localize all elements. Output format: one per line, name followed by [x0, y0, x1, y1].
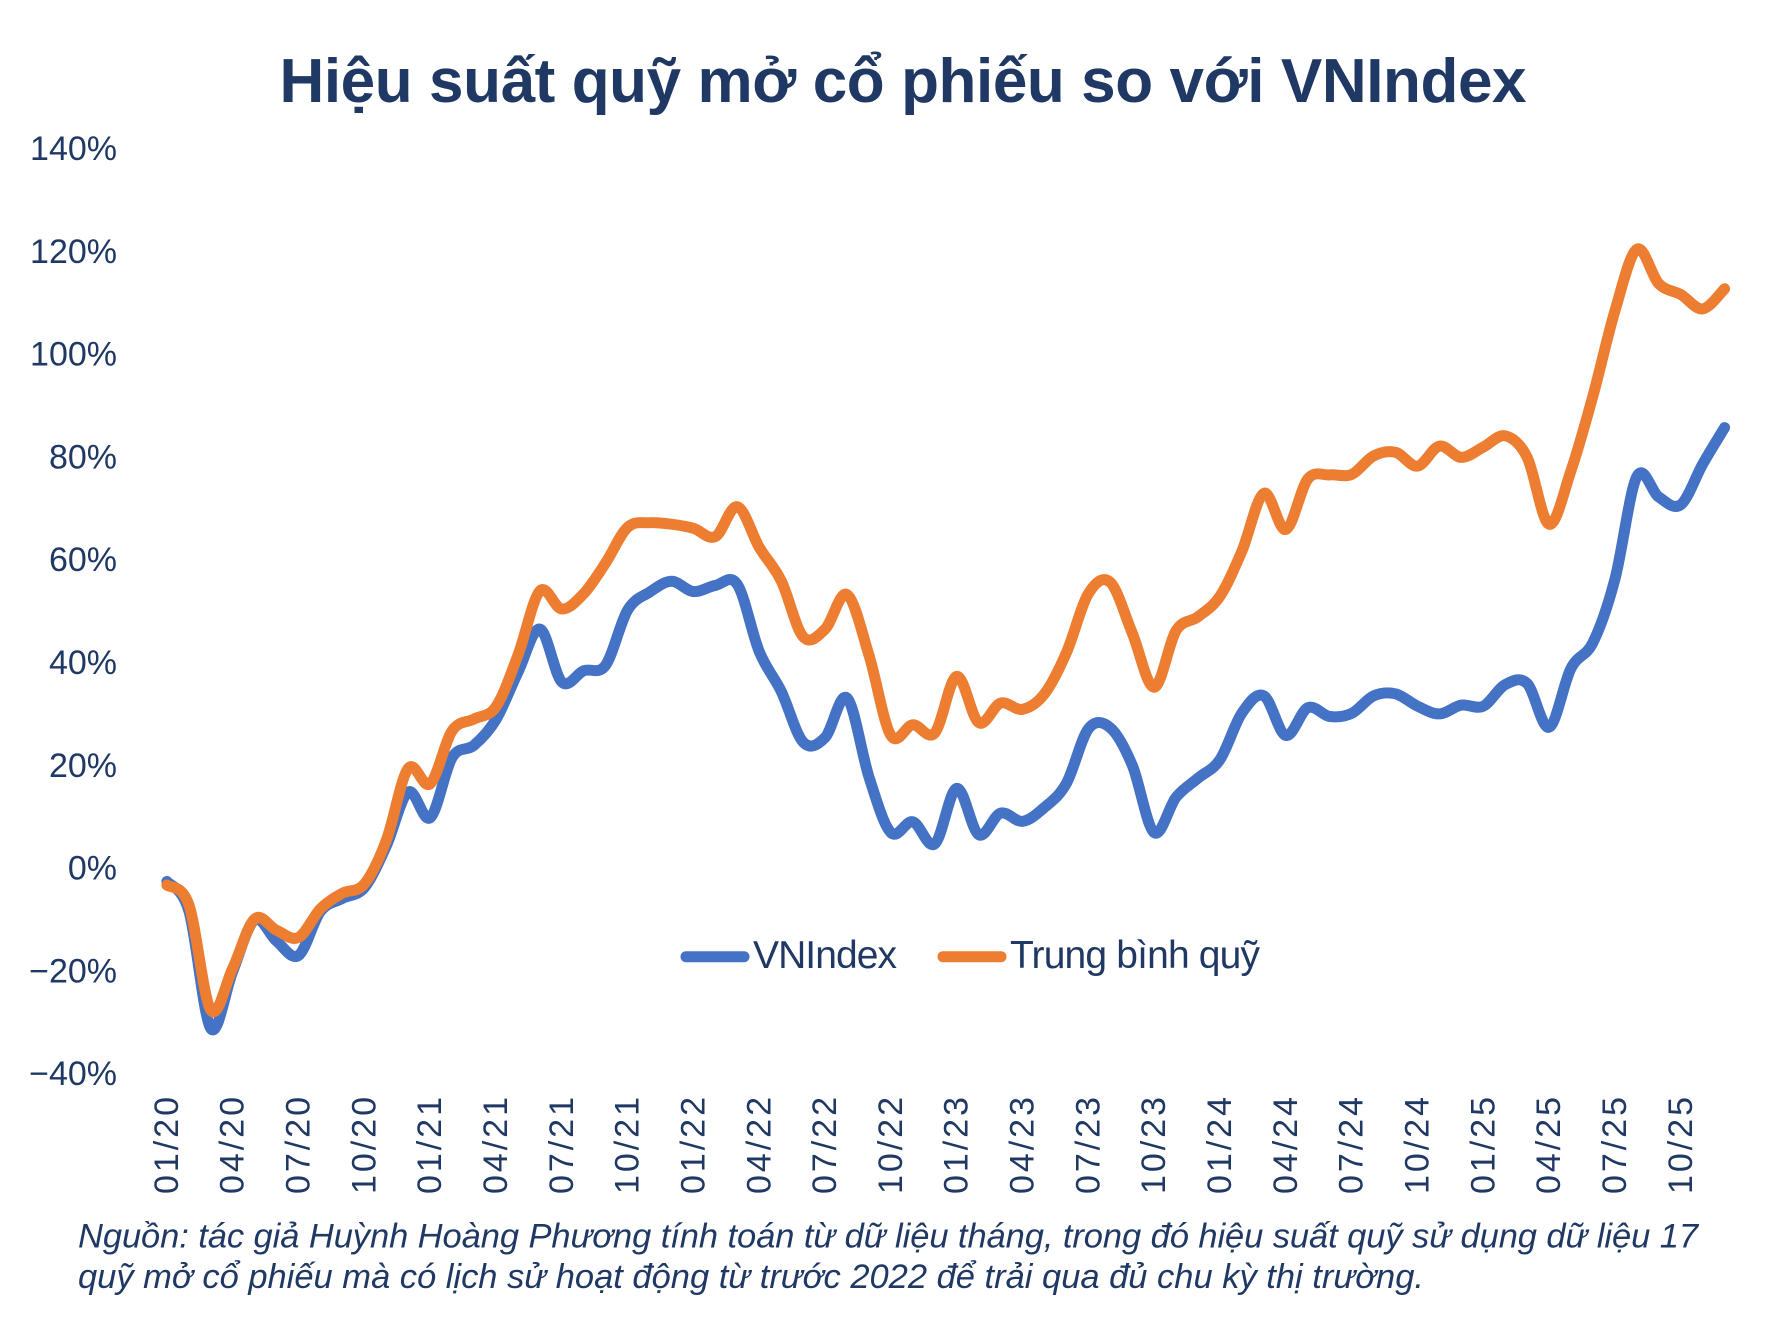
svg-text:10/22: 10/22 — [872, 1097, 910, 1194]
svg-text:VNIndex: VNIndex — [753, 934, 898, 977]
svg-text:07/25: 07/25 — [1596, 1097, 1634, 1194]
svg-text:10/21: 10/21 — [609, 1097, 647, 1194]
svg-text:100%: 100% — [30, 336, 117, 374]
svg-text:01/24: 01/24 — [1201, 1097, 1239, 1194]
svg-text:80%: 80% — [49, 438, 117, 476]
svg-text:01/21: 01/21 — [411, 1097, 449, 1194]
svg-text:07/24: 07/24 — [1333, 1097, 1371, 1194]
svg-text:04/25: 04/25 — [1530, 1097, 1568, 1194]
svg-text:07/21: 07/21 — [543, 1097, 581, 1194]
svg-text:−20%: −20% — [29, 952, 117, 990]
svg-text:01/25: 01/25 — [1464, 1097, 1502, 1194]
svg-text:01/22: 01/22 — [675, 1097, 713, 1194]
svg-text:Nguồn: tác giả Huỳnh Hoàng Phư: Nguồn: tác giả Huỳnh Hoàng Phương tính t… — [78, 1218, 1700, 1256]
svg-text:0%: 0% — [68, 850, 117, 888]
svg-text:−40%: −40% — [29, 1055, 117, 1093]
svg-text:quỹ mở cổ phiếu mà có lịch sử: quỹ mở cổ phiếu mà có lịch sử hoạt động … — [78, 1258, 1424, 1296]
svg-text:Hiệu suất quỹ mở cổ phiếu so v: Hiệu suất quỹ mở cổ phiếu so với VNIndex — [280, 47, 1528, 116]
svg-text:20%: 20% — [49, 747, 117, 785]
svg-text:140%: 140% — [30, 130, 117, 168]
svg-text:60%: 60% — [49, 541, 117, 579]
svg-text:Trung bình quỹ: Trung bình quỹ — [1010, 934, 1261, 977]
svg-text:04/20: 04/20 — [214, 1097, 252, 1194]
svg-text:10/20: 10/20 — [345, 1097, 383, 1194]
svg-text:10/24: 10/24 — [1399, 1097, 1437, 1194]
svg-text:01/20: 01/20 — [148, 1097, 186, 1194]
svg-text:04/22: 04/22 — [740, 1097, 778, 1194]
svg-text:04/21: 04/21 — [477, 1097, 515, 1194]
svg-text:01/23: 01/23 — [938, 1097, 976, 1194]
svg-text:04/23: 04/23 — [1004, 1097, 1042, 1194]
svg-text:40%: 40% — [49, 644, 117, 682]
svg-text:120%: 120% — [30, 233, 117, 271]
svg-text:10/25: 10/25 — [1662, 1097, 1700, 1194]
svg-text:07/22: 07/22 — [806, 1097, 844, 1194]
svg-text:04/24: 04/24 — [1267, 1097, 1305, 1194]
svg-text:10/23: 10/23 — [1135, 1097, 1173, 1194]
svg-text:07/20: 07/20 — [280, 1097, 318, 1194]
svg-text:07/23: 07/23 — [1069, 1097, 1107, 1194]
